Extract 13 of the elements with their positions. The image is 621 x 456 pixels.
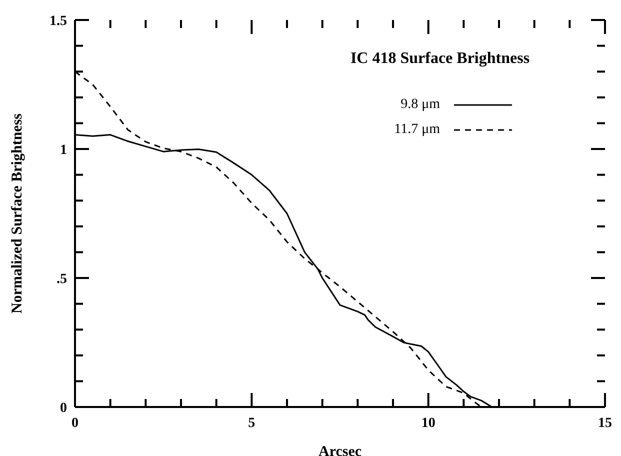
x-axis-title: Arcsec [318, 444, 362, 456]
x-tick-label: 5 [248, 416, 256, 431]
y-tick-label: 1.5 [50, 14, 67, 29]
x-tick-label: 10 [421, 416, 436, 431]
x-tick-label: 0 [72, 416, 78, 431]
legend-label: 9.8 μm [400, 96, 440, 112]
y-tick-label: 0 [60, 401, 67, 416]
y-tick-label: 1 [60, 143, 67, 158]
y-tick-label: .5 [56, 272, 67, 287]
text: IC 418 Surface Brightness [349, 50, 531, 68]
legend-label: 11.7 μm [393, 122, 440, 138]
x-tick-label: 15 [598, 416, 612, 431]
y-axis-title: Normalized Surface Brightness [9, 113, 26, 314]
